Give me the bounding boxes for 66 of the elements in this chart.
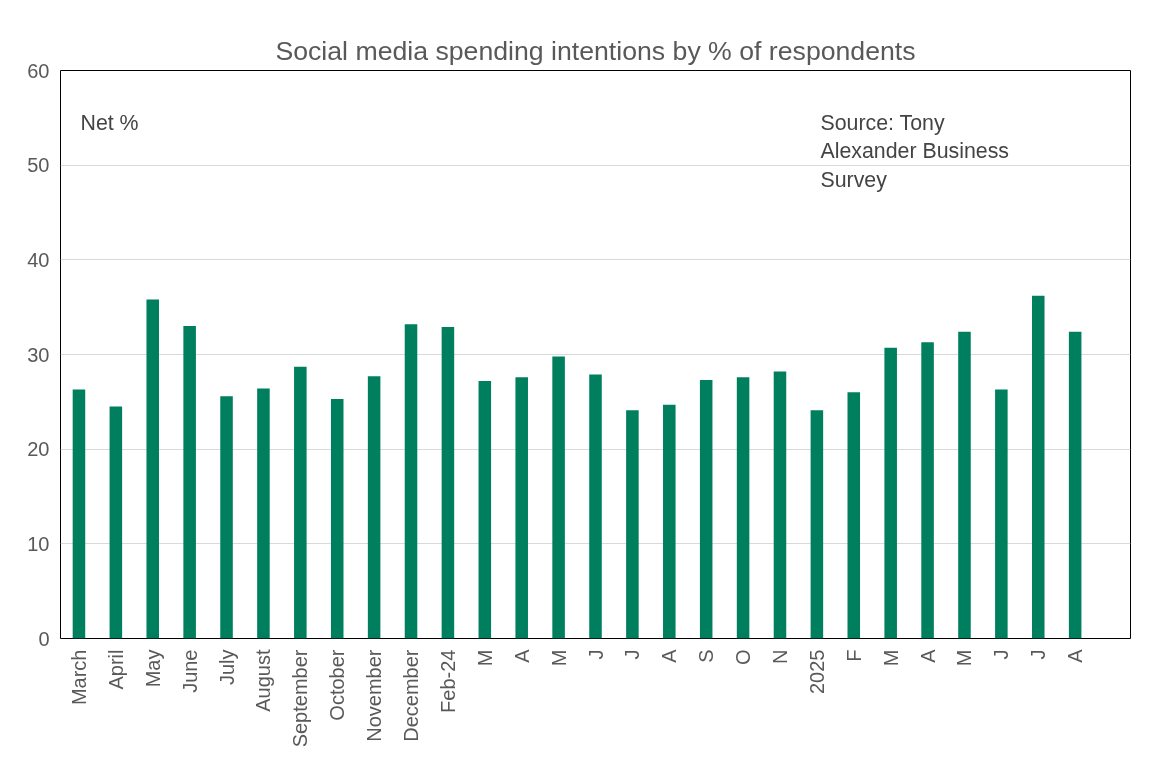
x-tick-label: July [215, 649, 238, 686]
bar [810, 410, 824, 639]
x-tick-label: December [400, 649, 423, 742]
bar [884, 347, 897, 639]
bar [330, 398, 344, 639]
y-tick-label: 60 [27, 59, 50, 82]
x-tick-label: M [953, 649, 976, 667]
annotation: Net % [80, 110, 139, 135]
x-tick-label: August [252, 649, 275, 712]
x-tick-label: October [326, 649, 349, 721]
x-tick-label: M [473, 649, 496, 667]
x-tick-label: September [289, 649, 312, 748]
x-tick-label: June [178, 649, 201, 693]
bar [626, 410, 639, 639]
x-tick-label: M [547, 649, 570, 667]
bar [183, 326, 196, 639]
bar [699, 380, 713, 639]
y-tick-label: 0 [38, 627, 50, 650]
x-tick-label: November [363, 649, 386, 742]
bar [515, 377, 528, 639]
y-tick-label: 40 [27, 248, 50, 271]
bar [736, 377, 750, 639]
bar [367, 376, 381, 639]
bar [773, 371, 787, 639]
bar [1068, 331, 1082, 639]
bar [847, 392, 861, 639]
x-tick-label: J [990, 649, 1013, 660]
bar [257, 388, 270, 639]
y-tick-label: 30 [27, 343, 50, 366]
x-tick-label: Feb-24 [436, 649, 459, 713]
x-tick-label: J [1027, 649, 1050, 660]
bar [921, 342, 934, 639]
x-tick-label: F [842, 649, 865, 662]
x-tick-label: N [768, 649, 791, 664]
bar [146, 299, 160, 639]
y-tick-label: 20 [27, 438, 50, 461]
x-tick-label: A [916, 648, 939, 663]
x-tick-label: May [141, 649, 164, 688]
bar [995, 389, 1008, 639]
x-tick-label: O [732, 649, 755, 666]
bar [72, 389, 86, 639]
x-tick-label: April [104, 649, 127, 690]
bar [404, 324, 418, 639]
x-tick-label: M [879, 649, 902, 667]
y-tick-label: 50 [27, 154, 50, 177]
bar [663, 404, 676, 639]
x-tick-label: A [510, 648, 533, 663]
x-tick-label: A [1064, 648, 1087, 663]
bar [109, 406, 123, 639]
bar [478, 381, 492, 639]
bar [958, 331, 971, 639]
annotation: Source: Tony Alexander Business Survey [820, 110, 1010, 193]
x-tick-label: J [584, 649, 607, 660]
x-tick-label: March [67, 649, 90, 706]
bar [552, 356, 565, 639]
x-tick-label: J [621, 649, 644, 660]
x-tick-label: S [695, 649, 718, 663]
bar [220, 396, 233, 639]
bar [294, 366, 307, 639]
chart-title: Social media spending intentions by % of respondents [275, 35, 916, 66]
bar [441, 327, 455, 639]
bar [1031, 295, 1045, 639]
x-tick-label: A [658, 648, 681, 663]
bar [589, 374, 602, 639]
x-tick-label: 2025 [805, 649, 828, 694]
y-tick-label: 10 [27, 532, 50, 555]
